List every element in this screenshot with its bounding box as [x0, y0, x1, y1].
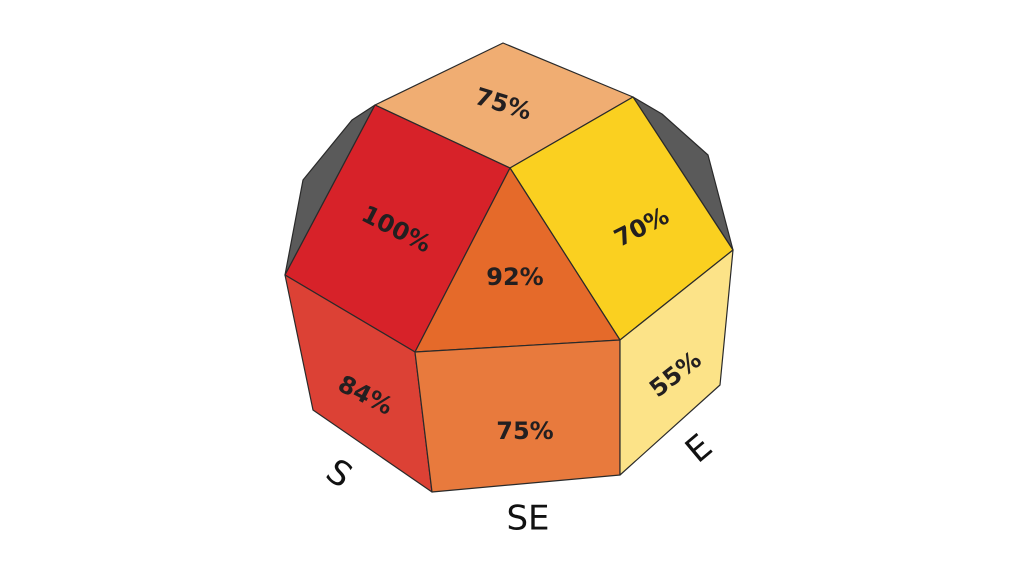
face — [619, 249, 734, 476]
direction-label: E — [678, 427, 720, 471]
direction-label: S — [319, 451, 360, 496]
face-label: 92% — [486, 263, 543, 291]
face — [414, 339, 621, 493]
direction-label: SE — [506, 499, 549, 539]
face-label: 75% — [496, 417, 553, 445]
